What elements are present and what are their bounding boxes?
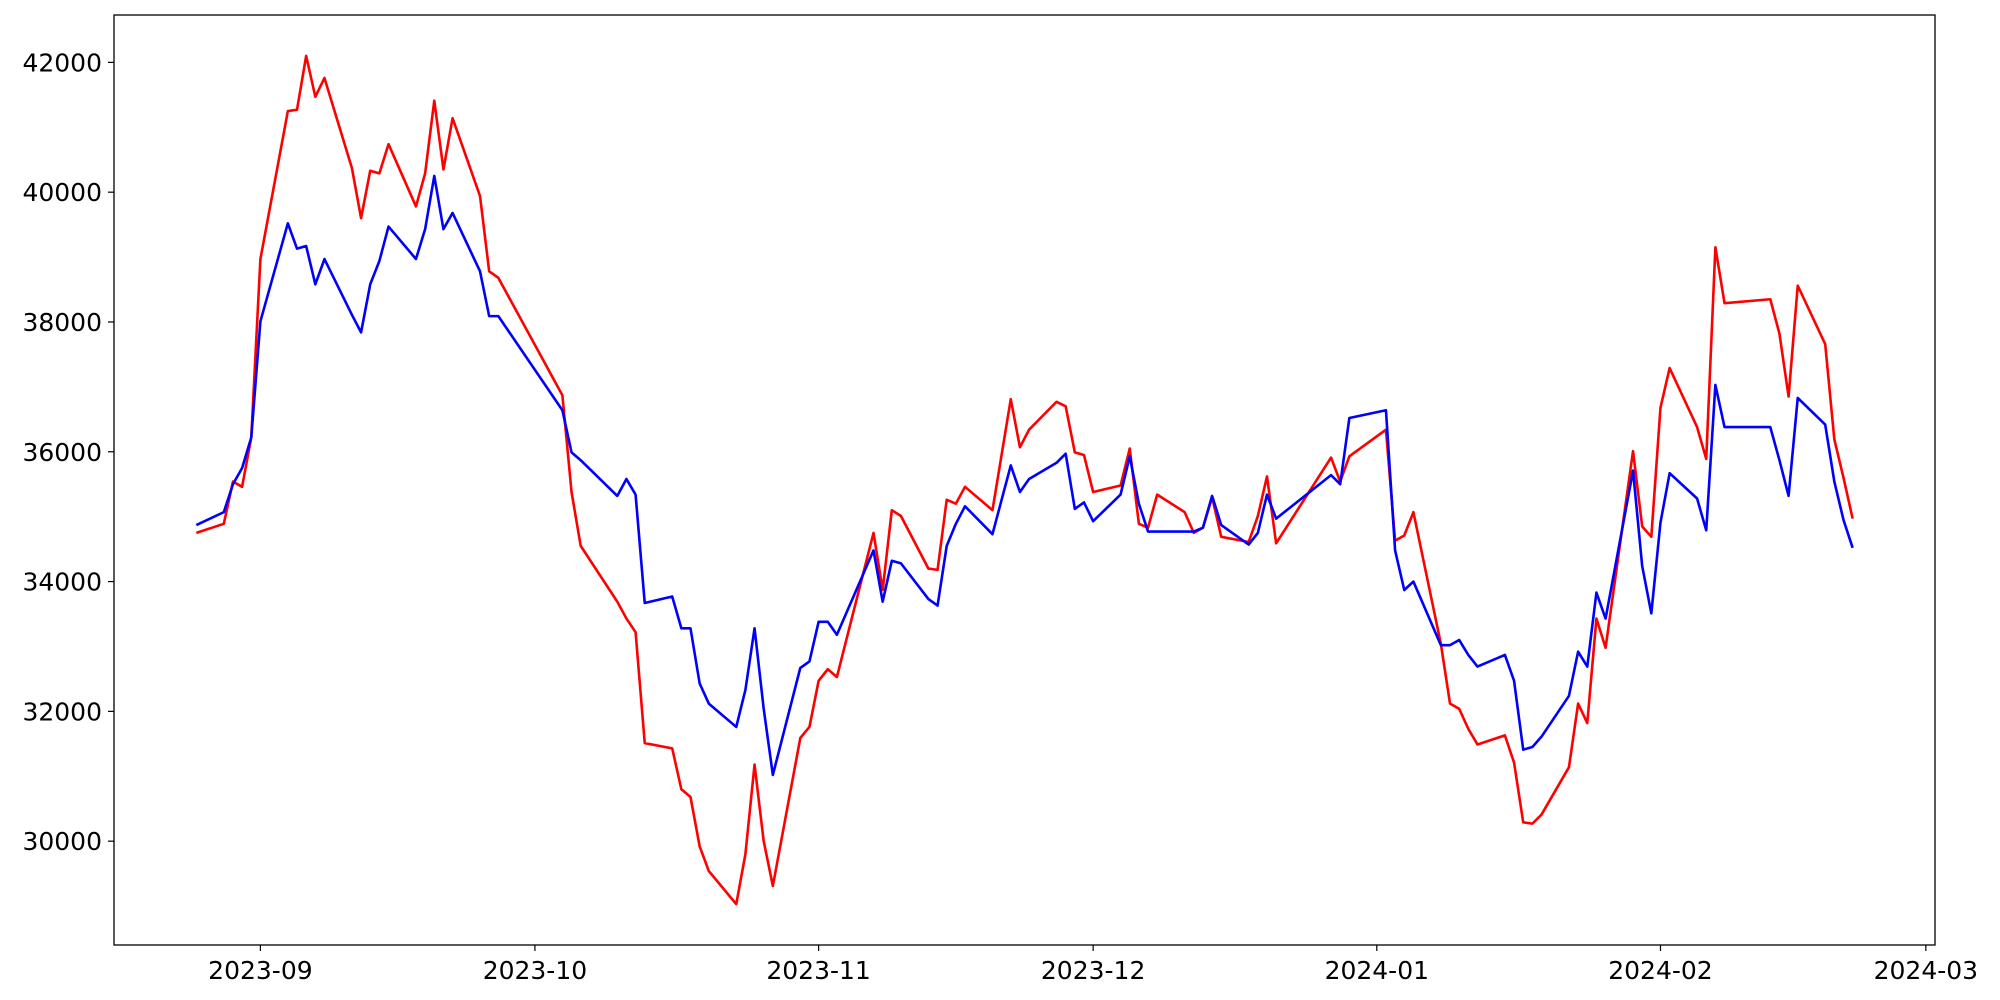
x-tick-label: 2024-02 xyxy=(1608,956,1712,985)
x-tick-label: 2023-10 xyxy=(483,956,587,985)
y-tick-label: 38000 xyxy=(22,308,102,337)
x-tick-label: 2023-09 xyxy=(208,956,312,985)
y-tick-label: 30000 xyxy=(22,827,102,856)
y-tick-label: 36000 xyxy=(22,438,102,467)
x-tick-label: 2024-01 xyxy=(1325,956,1429,985)
plot-frame xyxy=(113,14,1936,946)
x-tick-label: 2023-12 xyxy=(1041,956,1145,985)
y-tick-label: 42000 xyxy=(22,48,102,77)
x-tick-label: 2024-03 xyxy=(1874,956,1978,985)
line-series xyxy=(195,54,1854,906)
x-tick-label: 2023-11 xyxy=(766,956,870,985)
y-tick-label: 32000 xyxy=(22,697,102,726)
line-series xyxy=(195,174,1854,777)
y-tick-label: 40000 xyxy=(22,178,102,207)
y-tick-label: 34000 xyxy=(22,568,102,597)
